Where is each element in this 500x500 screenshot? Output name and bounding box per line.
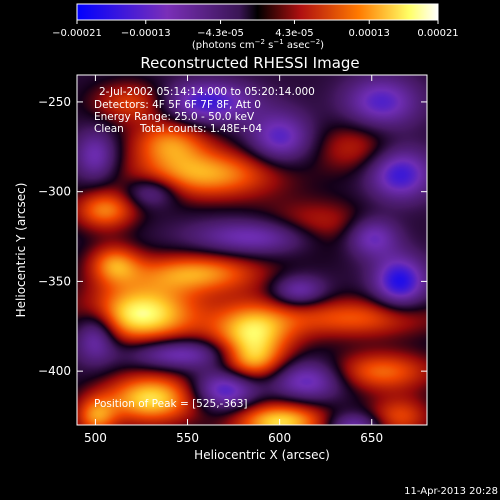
x-axis-label: Heliocentric X (arcsec)	[194, 448, 330, 462]
x-tick-label-1: 550	[176, 431, 199, 445]
x-tick-label-0: 500	[84, 431, 107, 445]
y-tick-label-3: −400	[38, 364, 71, 378]
colorbar-units: (photons cm−2 s−1 asec−2)	[192, 38, 324, 51]
heatmap-image	[77, 75, 427, 425]
annotation-method: Clean	[94, 123, 124, 135]
annotation-counts: Total counts: 1.48E+04	[139, 123, 262, 135]
y-tick-label-1: −300	[38, 185, 71, 199]
annotation-energy: Energy Range: 25.0 - 50.0 keV	[94, 111, 255, 123]
colorbar-tick-label-1: −0.00013	[121, 28, 171, 39]
colorbar-tick-label-2: −4.3e-05	[197, 28, 244, 39]
footer-date: 11-Apr-2013 20:28	[404, 486, 498, 497]
annotation-peak: Position of Peak = [525,-363]	[94, 398, 248, 410]
annotation-time: 2-Jul-2002 05:14:14.000 to 05:20:14.000	[99, 86, 315, 98]
colorbar-tick-label-3: 4.3e-05	[275, 28, 313, 39]
chart-title: Reconstructed RHESSI Image	[140, 54, 359, 72]
colorbar-ticks: −0.00021 −0.00013 −4.3e-05 4.3e-05 0.00013 0.…	[52, 20, 459, 39]
y-tick-label-0: −250	[38, 95, 71, 109]
annotation-detectors: Detectors: 4F 5F 6F 7F 8F, Att 0	[94, 99, 261, 111]
colorbar-tick-label-4: 0.00013	[349, 28, 390, 39]
x-tick-label-3: 650	[360, 431, 383, 445]
y-tick-label-2: −350	[38, 274, 71, 288]
heatmap-container	[77, 75, 427, 425]
x-tick-label-2: 600	[268, 431, 291, 445]
colorbar: −0.00021 −0.00013 −4.3e-05 4.3e-05 0.00013 0.…	[52, 3, 459, 51]
plot-frame	[76, 74, 428, 426]
colorbar-tick-label-5: 0.00021	[417, 28, 458, 39]
y-axis-label: Heliocentric Y (arcsec)	[14, 183, 28, 318]
axis-ticks: 500 550 600 650 −250 −300 −350 −400	[38, 75, 427, 445]
colorbar-frame	[76, 3, 439, 21]
colorbar-strip	[77, 4, 438, 20]
annotations: 2-Jul-2002 05:14:14.000 to 05:20:14.000 …	[94, 86, 315, 410]
colorbar-tick-label-0: −0.00021	[52, 28, 102, 39]
